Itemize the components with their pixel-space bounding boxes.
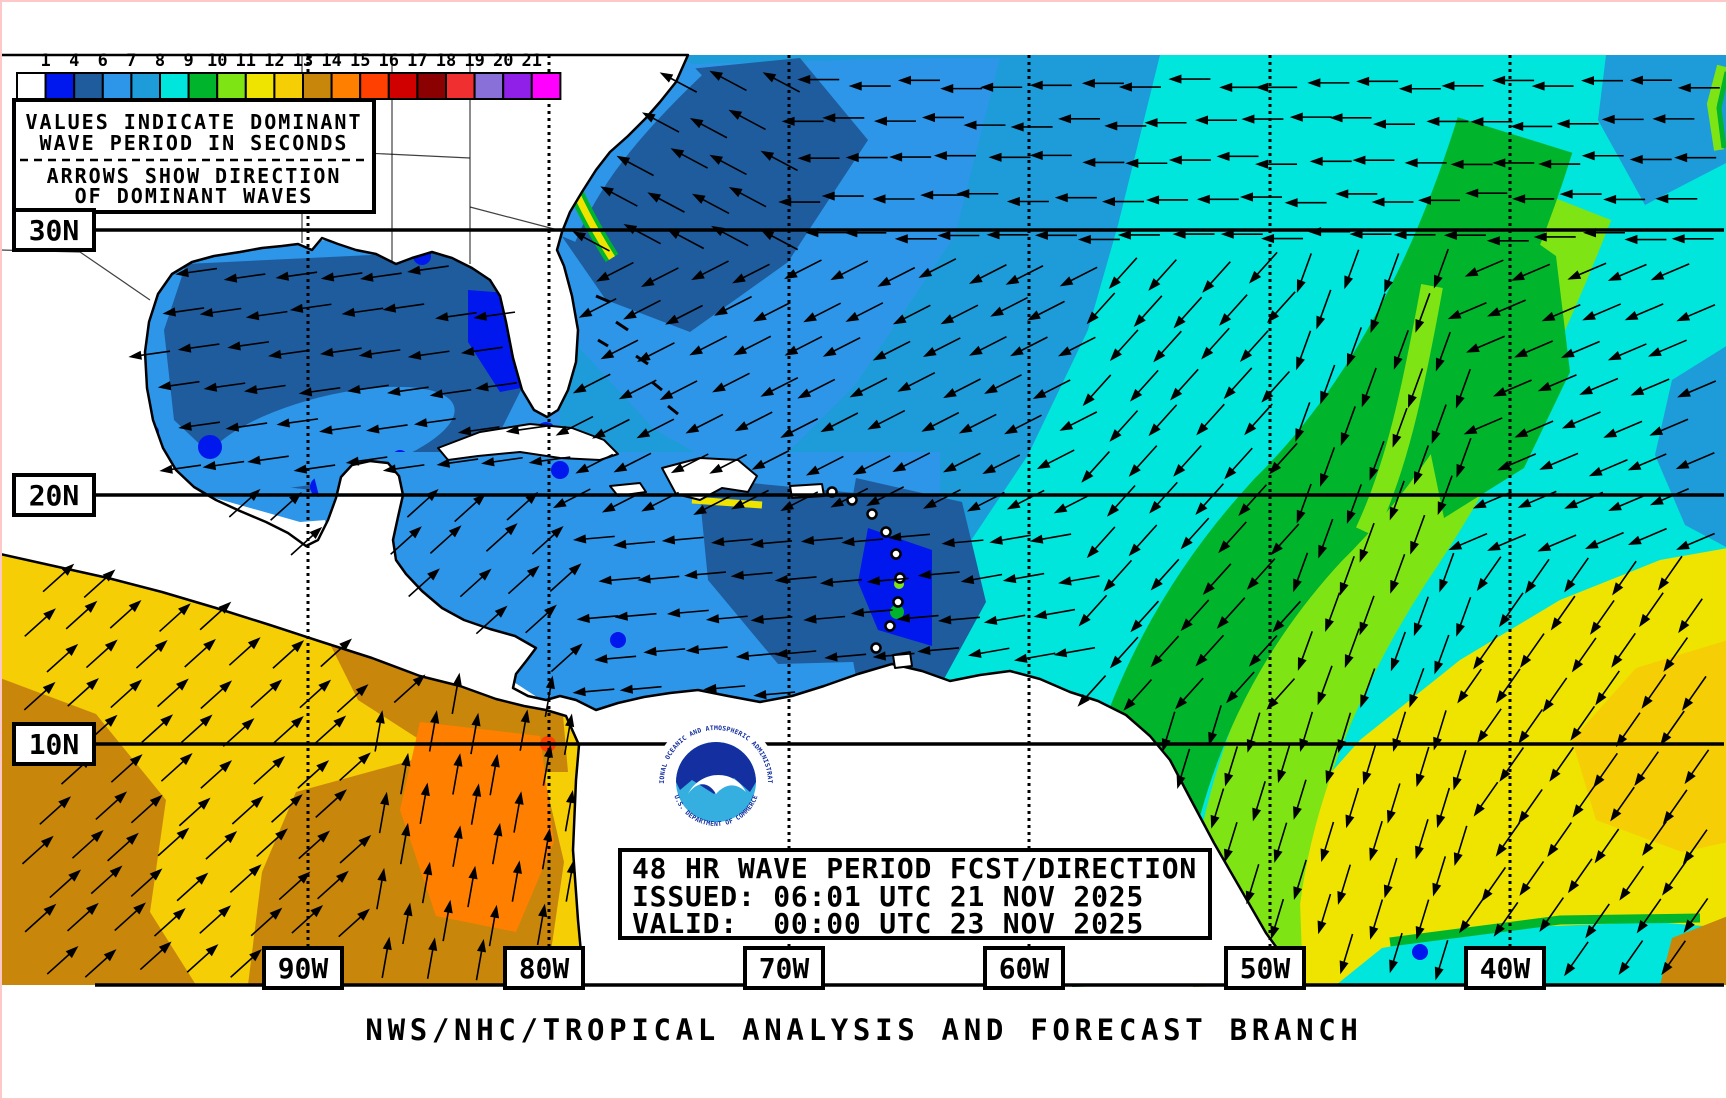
- longitude-labels: 90W 80W 70W 60W 50W 40W: [262, 946, 1546, 990]
- info-valid: VALID: 00:00 UTC 23 NOV 2025: [632, 907, 1144, 940]
- lat-label-20n: 20N: [29, 479, 80, 512]
- lon-label-90w: 90W: [278, 952, 329, 985]
- colorbar-value-15: 15: [350, 51, 370, 71]
- wave-direction-arrows: [21, 70, 1720, 981]
- colorbar-value-11: 11: [236, 51, 256, 71]
- colorbar-value-6: 6: [98, 51, 108, 71]
- colorbar-value-12: 12: [264, 51, 284, 71]
- lat-label-30n: 30N: [29, 214, 80, 247]
- colorbar-value-8: 8: [155, 51, 165, 71]
- colorbar-value-21: 21: [522, 51, 542, 71]
- colorbar-value-16: 16: [379, 51, 399, 71]
- lon-label-70w: 70W: [759, 952, 810, 985]
- island-jamaica: [609, 482, 647, 497]
- latitude-labels: 30N 20N 10N: [12, 208, 96, 766]
- colorbar-value-10: 10: [207, 51, 227, 71]
- legend-line-1: VALUES INDICATE DOMINANT: [26, 110, 363, 134]
- lon-label-40w: 40W: [1480, 952, 1531, 985]
- island-trinidad: [892, 651, 913, 669]
- colorbar-value-19: 19: [464, 51, 484, 71]
- info-title: 48 HR WAVE PERIOD FCST/DIRECTION: [632, 852, 1197, 885]
- colorbar-value-14: 14: [321, 51, 341, 71]
- colorbar-value-1: 1: [40, 51, 50, 71]
- colorbar-value-20: 20: [493, 51, 513, 71]
- legend-box: VALUES INDICATE DOMINANT WAVE PERIOD IN …: [12, 98, 376, 214]
- lon-label-80w: 80W: [519, 952, 570, 985]
- colorbar-value-7: 7: [126, 51, 136, 71]
- info-issued: ISSUED: 06:01 UTC 21 NOV 2025: [632, 880, 1144, 913]
- colorbar-value-18: 18: [436, 51, 456, 71]
- color-scale: 1 4 6 7 8 9 10 11 12 13 14 15 16 17 18 19 20 21: [16, 51, 562, 100]
- colorbar-value-9: 9: [183, 51, 193, 71]
- legend-line-4: OF DOMINANT WAVES: [75, 184, 314, 208]
- colorbar-value-4: 4: [69, 51, 79, 71]
- footer-credit: NWS/NHC/TROPICAL ANALYSIS AND FORECAST B…: [365, 1013, 1362, 1047]
- lat-label-10n: 10N: [29, 728, 80, 761]
- legend-line-3: ARROWS SHOW DIRECTION: [47, 164, 342, 188]
- lon-label-50w: 50W: [1240, 952, 1291, 985]
- lon-label-60w: 60W: [999, 952, 1050, 985]
- forecast-info-box: 48 HR WAVE PERIOD FCST/DIRECTION ISSUED:…: [618, 848, 1212, 940]
- colorbar-value-13: 13: [293, 51, 313, 71]
- legend-line-2: WAVE PERIOD IN SECONDS: [40, 131, 349, 155]
- colorbar-value-17: 17: [407, 51, 427, 71]
